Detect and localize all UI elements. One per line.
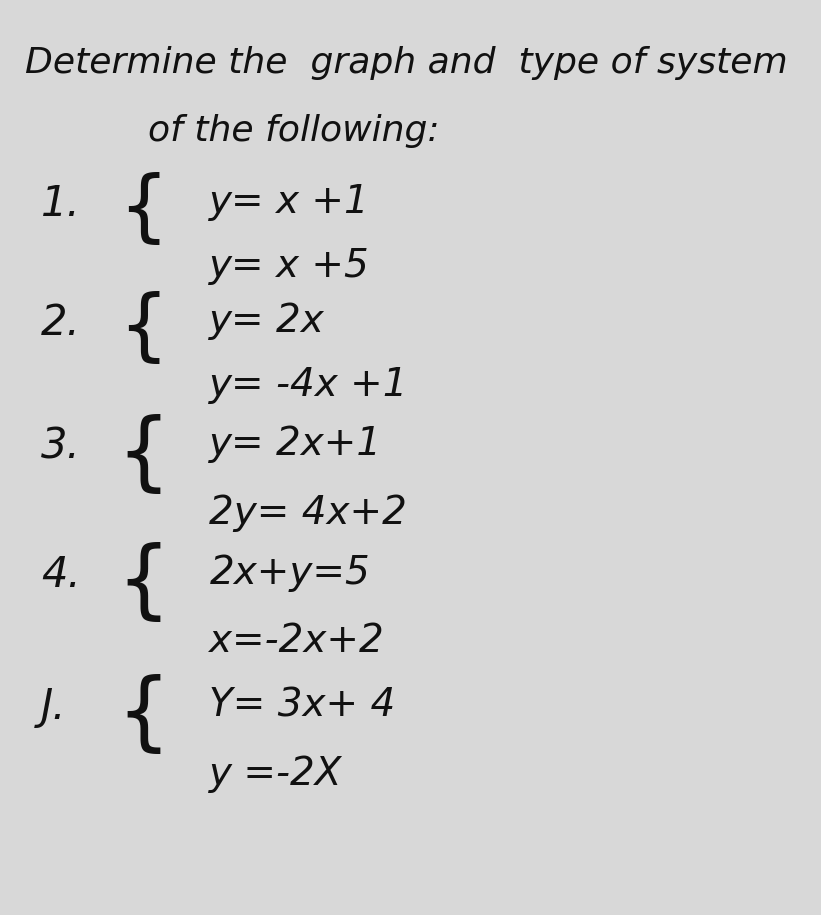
Text: y= x +5: y= x +5 [209, 247, 370, 285]
Text: y= x +1: y= x +1 [209, 183, 370, 221]
Text: y =-2X: y =-2X [209, 755, 342, 793]
Text: y= 2x+1: y= 2x+1 [209, 425, 383, 464]
Text: x=-2x+2: x=-2x+2 [209, 622, 384, 661]
Text: {: { [117, 542, 171, 625]
Text: y= 2x: y= 2x [209, 302, 325, 340]
Text: J.: J. [41, 686, 67, 728]
Text: 1.: 1. [41, 183, 80, 225]
Text: {: { [118, 172, 169, 249]
Text: y= -4x +1: y= -4x +1 [209, 366, 409, 404]
Text: 4.: 4. [41, 554, 80, 596]
Text: {: { [117, 414, 171, 497]
Text: Y= 3x+ 4: Y= 3x+ 4 [209, 686, 396, 725]
Text: 3.: 3. [41, 425, 80, 468]
Text: 2x+y=5: 2x+y=5 [209, 554, 370, 592]
Text: 2.: 2. [41, 302, 80, 344]
Text: 2y= 4x+2: 2y= 4x+2 [209, 494, 407, 533]
Text: of the following:: of the following: [148, 114, 439, 148]
Text: {: { [118, 291, 169, 368]
Text: {: { [117, 674, 171, 758]
Text: Determine the  graph and  type of system: Determine the graph and type of system [25, 46, 787, 80]
